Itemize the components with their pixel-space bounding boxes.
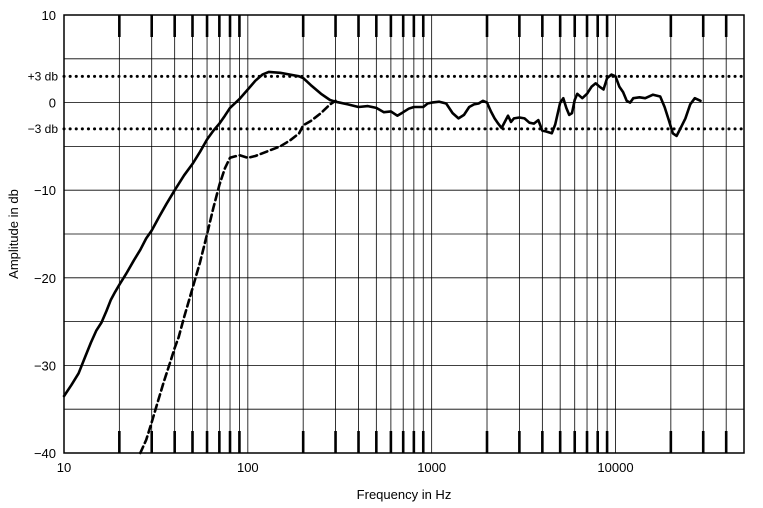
- x-tick-label: 100: [237, 460, 259, 475]
- y-tick-label: −20: [34, 271, 56, 286]
- reference-line-label: +3 db: [28, 69, 59, 83]
- x-axis-title: Frequency in Hz: [357, 487, 452, 502]
- x-tick-label: 10: [57, 460, 71, 475]
- y-tick-label: −10: [34, 183, 56, 198]
- x-tick-labels: 10 100 1000 10000: [57, 460, 634, 475]
- dashed-response-curve: [139, 99, 337, 455]
- grid: [64, 15, 744, 453]
- y-tick-label: 0: [49, 96, 56, 111]
- y-tick-label: −40: [34, 446, 56, 461]
- series-lines: [62, 70, 702, 455]
- reference-lines: [62, 74, 746, 131]
- plot-frame: [63, 14, 745, 454]
- reference-line-labels: +3 db −3 db: [28, 69, 59, 136]
- y-tick-labels: 10 0 −10 −20 −30 −40: [34, 8, 56, 461]
- reference-line-label: −3 db: [28, 122, 59, 136]
- y-tick-label: 10: [42, 8, 56, 23]
- x-tick-label: 1000: [417, 460, 446, 475]
- solid-response-curve: [62, 70, 702, 398]
- y-axis-title: Amplitude in db: [6, 189, 21, 279]
- minor-tick-marks: [118, 15, 728, 453]
- y-tick-label: −30: [34, 358, 56, 373]
- x-tick-label: 10000: [597, 460, 633, 475]
